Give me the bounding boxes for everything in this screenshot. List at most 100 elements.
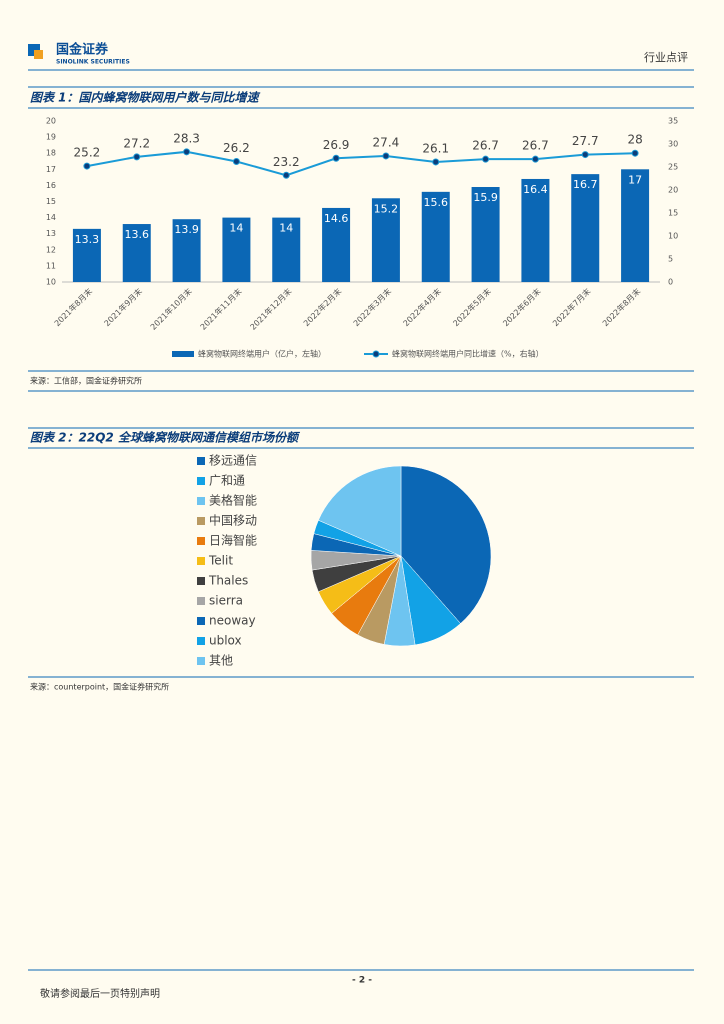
bar (371, 198, 400, 282)
legend-label: 日海智能 (209, 533, 257, 548)
y-tick-label: 16 (46, 181, 56, 190)
report-type: 行业点评 (644, 51, 688, 64)
legend-label: Thales (208, 574, 248, 588)
line-marker (232, 157, 240, 165)
legend-swatch (197, 477, 205, 485)
legend-swatch (372, 350, 380, 358)
line-label: 23.2 (273, 155, 300, 169)
y-tick-label: 11 (46, 261, 56, 270)
y2-tick-label: 25 (668, 163, 678, 172)
legend-swatch (197, 597, 205, 605)
legend-swatch (197, 537, 205, 545)
legend-label: 美格智能 (209, 493, 257, 508)
bar-label: 16.4 (523, 183, 548, 196)
pie-slice (400, 465, 492, 624)
line-marker (482, 155, 490, 163)
legend-label: 蜂窝物联网终端用户（亿户，左轴） (198, 349, 326, 359)
legend-swatch (197, 557, 205, 565)
legend-swatch (172, 351, 194, 357)
line-marker (432, 158, 440, 166)
company-name-en: SINOLINK SECURITIES (56, 59, 130, 66)
bar-label: 13.3 (75, 233, 100, 246)
line-label: 26.7 (472, 139, 499, 153)
legend-label: neoway (209, 614, 256, 628)
legend-swatch (197, 637, 205, 645)
bar (621, 169, 650, 282)
company-name: 国金证券 (56, 42, 109, 58)
line (86, 150, 636, 177)
bar (571, 174, 600, 282)
bar-label: 14.6 (324, 212, 349, 225)
line-label: 28 (627, 133, 642, 147)
bar (222, 217, 251, 282)
y2-tick-label: 0 (668, 278, 673, 287)
source: 来源：工信部，国金证券研究所 (30, 376, 142, 386)
legend-swatch (197, 577, 205, 585)
bar-label: 13.6 (125, 228, 150, 241)
bar-label: 14 (229, 222, 243, 235)
line-label: 27.2 (123, 136, 150, 150)
line-marker (282, 171, 290, 179)
y2-tick-label: 10 (668, 232, 678, 241)
source: 来源：counterpoint，国金证券研究所 (30, 682, 169, 692)
line-label: 26.7 (522, 139, 549, 153)
legend-label: 中国移动 (209, 513, 257, 528)
disclaimer: 敬请参阅最后一页特别声明 (40, 987, 160, 1000)
y-tick-label: 10 (46, 278, 56, 287)
line-marker (83, 162, 91, 170)
line-marker (183, 148, 191, 156)
line-marker (133, 153, 141, 161)
legend-swatch (197, 517, 205, 525)
line-marker (531, 155, 539, 163)
bar-label: 15.6 (424, 196, 449, 209)
legend-label: ublox (209, 634, 242, 648)
y-tick-label: 12 (46, 245, 56, 254)
line-label: 26.1 (422, 141, 449, 155)
bar (471, 187, 500, 282)
y-tick-label: 19 (46, 133, 56, 142)
page-number: - 2 - (352, 976, 372, 986)
line-label: 27.7 (572, 134, 599, 148)
legend-swatch (197, 497, 205, 505)
bar (421, 191, 450, 282)
bar-label: 14 (279, 222, 293, 235)
bar-label: 13.9 (174, 223, 199, 236)
line-marker (332, 154, 340, 162)
legend-swatch (197, 657, 205, 665)
y2-tick-label: 20 (668, 186, 678, 195)
line-label: 25.2 (74, 146, 101, 160)
line-label: 27.4 (373, 135, 400, 149)
y-tick-label: 18 (46, 149, 56, 158)
line-label: 26.2 (223, 141, 250, 155)
y-tick-label: 20 (46, 117, 56, 126)
legend-swatch (197, 617, 205, 625)
line-label: 28.3 (173, 131, 200, 145)
y-tick-label: 15 (46, 197, 56, 206)
y2-tick-label: 5 (668, 255, 673, 264)
legend-label: 广和通 (209, 474, 245, 488)
figure-title: 图表 1：国内蜂窝物联网用户数与同比增速 (30, 91, 261, 105)
line-marker (631, 149, 639, 157)
bar (72, 228, 101, 282)
bar (272, 217, 301, 282)
line-marker (581, 151, 589, 159)
legend-label: 移远通信 (209, 454, 257, 468)
bar (322, 207, 351, 282)
y2-tick-label: 15 (668, 209, 678, 218)
bar-label: 17 (628, 173, 642, 186)
figure-title: 图表 2：22Q2 全球蜂窝物联网通信模组市场份额 (30, 431, 301, 445)
y-tick-label: 17 (46, 165, 56, 174)
y-tick-label: 14 (46, 213, 56, 222)
line-label: 26.9 (323, 138, 350, 152)
legend-label: 蜂窝物联网终端用户同比增速（%，右轴） (392, 349, 544, 359)
bar-label: 15.2 (374, 202, 399, 215)
bar-label: 15.9 (473, 191, 498, 204)
legend-label: sierra (209, 594, 243, 608)
y-tick-label: 13 (46, 229, 56, 238)
bar (172, 219, 201, 282)
y2-tick-label: 35 (668, 117, 678, 126)
legend-swatch (197, 457, 205, 465)
legend-label: Telit (208, 554, 233, 568)
